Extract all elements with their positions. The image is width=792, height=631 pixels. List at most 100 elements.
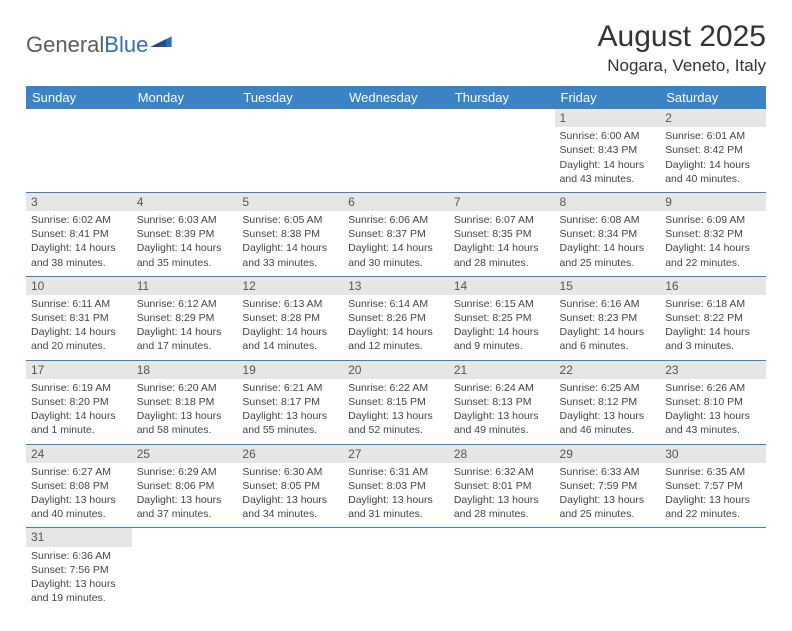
day-number: 8 [555, 193, 661, 211]
calendar-day-cell: 2Sunrise: 6:01 AMSunset: 8:42 PMDaylight… [660, 109, 766, 192]
sunset-text: Sunset: 8:13 PM [454, 395, 550, 409]
day-number [132, 109, 238, 127]
daylight-text: Daylight: 13 hours and 49 minutes. [454, 409, 550, 437]
weekday-header: Wednesday [343, 86, 449, 109]
daylight-text: Daylight: 14 hours and 28 minutes. [454, 241, 550, 269]
sunset-text: Sunset: 8:06 PM [137, 479, 233, 493]
sunrise-text: Sunrise: 6:26 AM [665, 381, 761, 395]
daylight-text: Daylight: 13 hours and 25 minutes. [560, 493, 656, 521]
day-number [449, 109, 555, 127]
day-number: 15 [555, 277, 661, 295]
day-number [555, 528, 661, 546]
daylight-text: Daylight: 14 hours and 14 minutes. [242, 325, 338, 353]
weekday-header: Tuesday [237, 86, 343, 109]
weekday-header-row: Sunday Monday Tuesday Wednesday Thursday… [26, 86, 766, 109]
daylight-text: Daylight: 13 hours and 19 minutes. [31, 577, 127, 605]
sunset-text: Sunset: 8:26 PM [348, 311, 444, 325]
daylight-text: Daylight: 14 hours and 17 minutes. [137, 325, 233, 353]
calendar-week-row: 10 Sunrise: 6:11 AMSunset: 8:31 PM Dayligh… [26, 276, 766, 360]
day-number: 18 [132, 361, 238, 379]
sunset-text: Sunset: 7:57 PM [665, 479, 761, 493]
calendar-day-cell: 3Sunrise: 6:02 AMSunset: 8:41 PMDaylight… [26, 192, 132, 276]
day-number: 25 [132, 445, 238, 463]
sunset-text: Sunset: 8:25 PM [454, 311, 550, 325]
sunrise-text: Sunrise: 6:31 AM [348, 465, 444, 479]
calendar-week-row: 3Sunrise: 6:02 AMSunset: 8:41 PMDaylight… [26, 192, 766, 276]
calendar-day-cell: 27Sunrise: 6:31 AMSunset: 8:03 PMDayligh… [343, 444, 449, 528]
logo: GeneralBlue [26, 32, 172, 58]
sunrise-text: Sunrise: 6:11 AM [31, 297, 127, 311]
sunset-text: Sunset: 8:39 PM [137, 227, 233, 241]
calendar-day-cell [237, 109, 343, 192]
day-number: 14 [449, 277, 555, 295]
logo-text-part2: Blue [104, 32, 148, 58]
flag-icon [150, 31, 172, 47]
month-title: August 2025 [598, 20, 766, 54]
sunset-text: Sunset: 8:10 PM [665, 395, 761, 409]
daylight-text: Daylight: 13 hours and 43 minutes. [665, 409, 761, 437]
daylight-text: Daylight: 14 hours and 25 minutes. [560, 241, 656, 269]
calendar-day-cell: 28Sunrise: 6:32 AMSunset: 8:01 PMDayligh… [449, 444, 555, 528]
sunrise-text: Sunrise: 6:00 AM [560, 129, 656, 143]
calendar-day-cell: 31Sunrise: 6:36 AMSunset: 7:56 PMDayligh… [26, 528, 132, 611]
daylight-text: Daylight: 13 hours and 37 minutes. [137, 493, 233, 521]
sunset-text: Sunset: 8:32 PM [665, 227, 761, 241]
sunset-text: Sunset: 8:31 PM [31, 311, 127, 325]
sunrise-text: Sunrise: 6:13 AM [242, 297, 338, 311]
sunset-text: Sunset: 8:38 PM [242, 227, 338, 241]
calendar-day-cell: 6Sunrise: 6:06 AMSunset: 8:37 PMDaylight… [343, 192, 449, 276]
calendar-day-cell: 14Sunrise: 6:15 AMSunset: 8:25 PMDayligh… [449, 276, 555, 360]
sunset-text: Sunset: 7:56 PM [31, 563, 127, 577]
day-number: 23 [660, 361, 766, 379]
day-number: 19 [237, 361, 343, 379]
weekday-header: Saturday [660, 86, 766, 109]
logo-text-part1: General [26, 32, 104, 58]
calendar-day-cell: 20Sunrise: 6:22 AMSunset: 8:15 PMDayligh… [343, 360, 449, 444]
daylight-text: Daylight: 13 hours and 28 minutes. [454, 493, 550, 521]
calendar-day-cell: 15Sunrise: 6:16 AMSunset: 8:23 PMDayligh… [555, 276, 661, 360]
calendar-day-cell: 16Sunrise: 6:18 AMSunset: 8:22 PMDayligh… [660, 276, 766, 360]
sunrise-text: Sunrise: 6:27 AM [31, 465, 127, 479]
day-number: 21 [449, 361, 555, 379]
daylight-text: Daylight: 13 hours and 34 minutes. [242, 493, 338, 521]
calendar-day-cell [132, 109, 238, 192]
daylight-text: Daylight: 14 hours and 12 minutes. [348, 325, 444, 353]
calendar-day-cell [343, 528, 449, 611]
calendar-day-cell: 18Sunrise: 6:20 AMSunset: 8:18 PMDayligh… [132, 360, 238, 444]
daylight-text: Daylight: 14 hours and 33 minutes. [242, 241, 338, 269]
sunset-text: Sunset: 8:01 PM [454, 479, 550, 493]
sunset-text: Sunset: 8:41 PM [31, 227, 127, 241]
sunset-text: Sunset: 8:12 PM [560, 395, 656, 409]
sunrise-text: Sunrise: 6:21 AM [242, 381, 338, 395]
day-number: 22 [555, 361, 661, 379]
weekday-header: Friday [555, 86, 661, 109]
day-number: 16 [660, 277, 766, 295]
calendar-day-cell [132, 528, 238, 611]
calendar-day-cell: 8Sunrise: 6:08 AMSunset: 8:34 PMDaylight… [555, 192, 661, 276]
calendar-day-cell [237, 528, 343, 611]
calendar-head: Sunday Monday Tuesday Wednesday Thursday… [26, 86, 766, 109]
day-number: 3 [26, 193, 132, 211]
calendar-day-cell: 4Sunrise: 6:03 AMSunset: 8:39 PMDaylight… [132, 192, 238, 276]
daylight-text: Daylight: 14 hours and 30 minutes. [348, 241, 444, 269]
day-number [237, 109, 343, 127]
day-number [660, 528, 766, 546]
day-number: 10 [26, 277, 132, 295]
sunset-text: Sunset: 8:17 PM [242, 395, 338, 409]
calendar-table: Sunday Monday Tuesday Wednesday Thursday… [26, 86, 766, 611]
daylight-text: Daylight: 14 hours and 3 minutes. [665, 325, 761, 353]
day-number [26, 109, 132, 127]
sunrise-text: Sunrise: 6:15 AM [454, 297, 550, 311]
calendar-day-cell: 24Sunrise: 6:27 AMSunset: 8:08 PMDayligh… [26, 444, 132, 528]
sunset-text: Sunset: 8:43 PM [560, 143, 656, 157]
calendar-day-cell: 23 Sunrise: 6:26 AMSunset: 8:10 PMDayligh… [660, 360, 766, 444]
sunset-text: Sunset: 8:03 PM [348, 479, 444, 493]
day-number: 13 [343, 277, 449, 295]
sunset-text: Sunset: 7:59 PM [560, 479, 656, 493]
sunrise-text: Sunrise: 6:06 AM [348, 213, 444, 227]
daylight-text: Daylight: 14 hours and 22 minutes. [665, 241, 761, 269]
sunrise-text: Sunrise: 6:12 AM [137, 297, 233, 311]
day-number: 20 [343, 361, 449, 379]
day-number [343, 528, 449, 546]
sunrise-text: Sunrise: 6:08 AM [560, 213, 656, 227]
